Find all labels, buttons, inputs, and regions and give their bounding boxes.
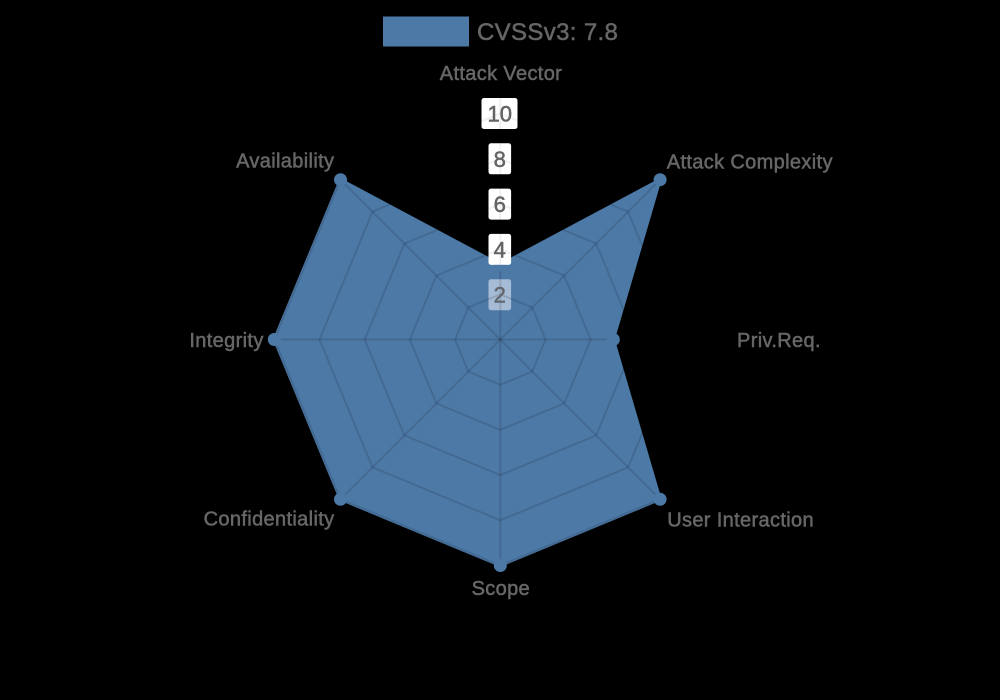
svg-text:8: 8 [494,147,506,172]
svg-text:Attack Complexity: Attack Complexity [667,152,833,174]
svg-text:2: 2 [494,283,506,308]
svg-text:Attack Vector: Attack Vector [440,63,562,85]
svg-text:Priv.Req.: Priv.Req. [737,330,821,352]
svg-text:Scope: Scope [472,578,530,600]
svg-text:10: 10 [488,102,512,127]
svg-text:Confidentiality: Confidentiality [204,508,335,530]
svg-text:4: 4 [494,237,506,262]
svg-text:CVSSv3: 7.8: CVSSv3: 7.8 [477,19,618,46]
svg-text:User Interaction: User Interaction [667,509,814,531]
svg-text:Integrity: Integrity [189,330,263,352]
svg-text:Availability: Availability [236,150,334,172]
svg-text:6: 6 [494,192,506,217]
